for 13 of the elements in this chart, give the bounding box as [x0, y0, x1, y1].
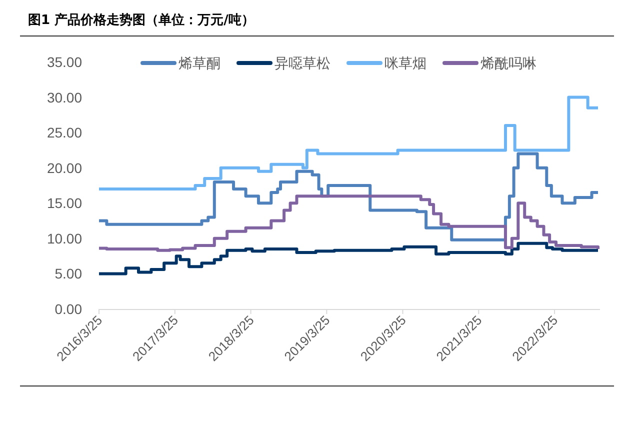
y-tick-label: 0.00 — [54, 301, 82, 317]
title: 图1 产品价格走势图（单位：万元/吨） — [28, 13, 254, 28]
legend-label: 咪草烟 — [384, 56, 426, 72]
legend-label: 烯草酮 — [178, 56, 220, 72]
y-tick-label: 30.00 — [46, 89, 82, 106]
y-tick-label: 10.00 — [46, 230, 82, 246]
y-tick-label: 25.00 — [46, 124, 82, 141]
legend-label: 异噁草松 — [274, 56, 330, 72]
y-tick-label: 5.00 — [54, 266, 82, 282]
y-tick-label: 35.00 — [46, 54, 82, 70]
y-tick-label: 15.00 — [46, 195, 82, 212]
legend-label: 烯酰吗啉 — [480, 56, 536, 72]
y-tick-label: 20.00 — [46, 160, 82, 176]
